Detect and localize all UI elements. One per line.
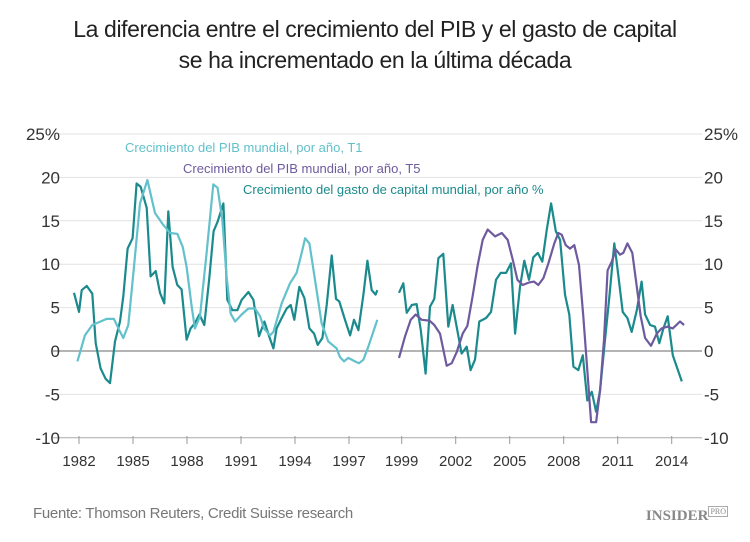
y-tick-label-right: 15 — [704, 212, 723, 231]
logo-suffix: PRO — [708, 506, 728, 517]
y-tick-label-left: 0 — [51, 342, 60, 361]
x-tick-label: 1988 — [170, 453, 203, 470]
y-tick-label-right: 20 — [704, 168, 723, 187]
legend-label: Crecimiento del gasto de capital mundial… — [243, 182, 544, 197]
title-line-2: se ha incrementado en la última década — [178, 47, 572, 73]
series-line — [397, 228, 685, 424]
legend-label: Crecimiento del PIB mundial, por año, T5 — [183, 161, 421, 176]
x-tick-label: 2005 — [493, 453, 526, 470]
insider-pro-logo: INSIDER PRO — [645, 506, 728, 525]
y-tick-label-left: 15 — [41, 212, 60, 231]
y-tick-label-left: 25% — [26, 125, 60, 144]
y-tick-label-left: -10 — [35, 429, 60, 448]
x-tick-label: 1985 — [116, 453, 149, 470]
y-tick-label-right: 25% — [704, 125, 738, 144]
y-tick-label-left: 10 — [41, 255, 60, 274]
source-note: Fuente: Thomson Reuters, Credit Suisse r… — [33, 505, 353, 522]
x-tick-label: 2002 — [439, 453, 472, 470]
x-tick-label: 1999 — [385, 453, 418, 470]
x-tick-label: 1982 — [62, 453, 95, 470]
x-tick-label: 1997 — [332, 453, 365, 470]
series-line — [72, 182, 683, 413]
x-tick-label: 2008 — [547, 453, 580, 470]
y-tick-label-right: -10 — [704, 429, 729, 448]
chart-title: La diferencia entre el crecimiento del P… — [0, 14, 750, 76]
series-line — [76, 178, 379, 365]
y-tick-label-right: -5 — [704, 385, 719, 404]
x-tick-label: 2014 — [655, 453, 688, 470]
legend-label: Crecimiento del PIB mundial, por año, T1 — [125, 140, 363, 155]
y-tick-label-right: 5 — [704, 299, 713, 318]
y-tick-label-left: 20 — [41, 168, 60, 187]
y-tick-label-right: 0 — [704, 342, 713, 361]
y-tick-label-right: 10 — [704, 255, 723, 274]
logo-text: INSIDER — [645, 508, 709, 524]
x-tick-label: 2011 — [602, 453, 634, 470]
x-tick-label: 1994 — [278, 453, 311, 470]
x-tick-label: 1991 — [224, 453, 257, 470]
y-tick-label-left: 5 — [51, 299, 60, 318]
y-tick-label-left: -5 — [45, 385, 60, 404]
title-line-1: La diferencia entre el crecimiento del P… — [73, 16, 677, 42]
